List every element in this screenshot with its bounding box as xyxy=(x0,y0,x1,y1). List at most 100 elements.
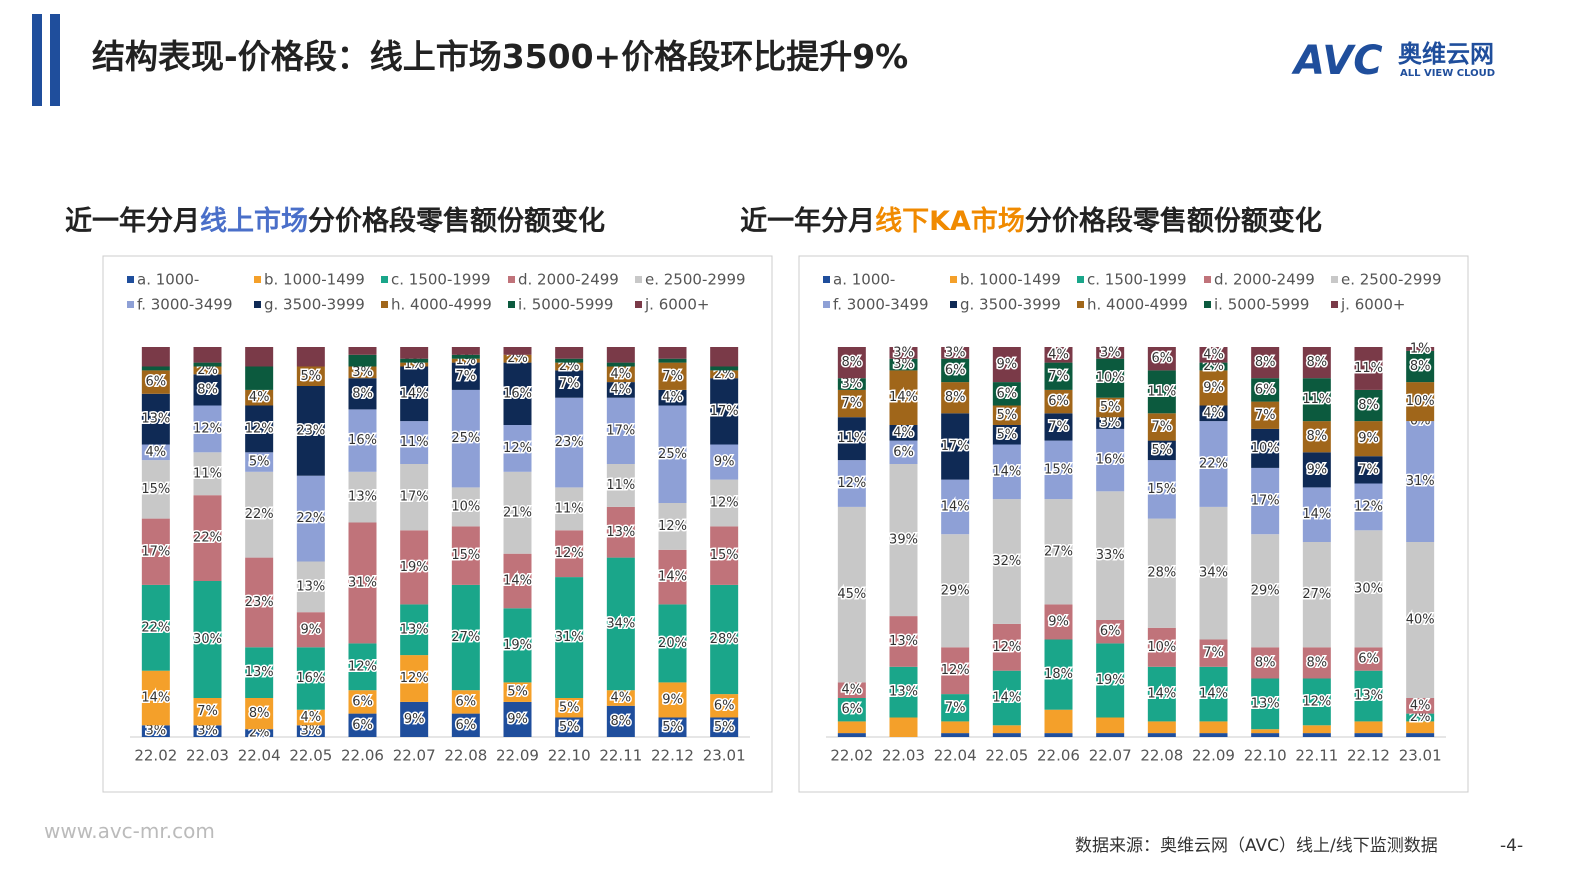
bar-segment xyxy=(1406,713,1435,722)
bar-segment xyxy=(1147,460,1176,519)
data-label: 22% xyxy=(141,620,170,635)
bar-segment xyxy=(606,464,635,507)
bar-segment xyxy=(503,354,532,363)
data-label: 12% xyxy=(245,421,274,436)
data-label: 6% xyxy=(352,694,373,709)
data-label: 14% xyxy=(889,390,918,405)
bar-segment xyxy=(1147,518,1176,628)
bar-segment xyxy=(245,557,274,648)
data-label: 3% xyxy=(893,345,914,360)
bar-segment xyxy=(941,347,970,359)
data-label: 8% xyxy=(249,706,270,721)
bar-segment xyxy=(889,666,918,718)
data-label: 31% xyxy=(555,630,584,645)
data-label: 11% xyxy=(1147,384,1176,399)
data-label: 4% xyxy=(611,367,632,382)
legend-label: b. 1000-1499 xyxy=(264,271,365,289)
bar-segment xyxy=(348,522,377,644)
bar-segment xyxy=(141,366,170,371)
legend-swatch xyxy=(1077,276,1084,283)
bar-segment xyxy=(503,362,532,425)
bar-segment xyxy=(941,647,970,695)
bar-segment xyxy=(193,698,222,726)
bar-segment xyxy=(503,701,532,737)
bar-segment xyxy=(348,378,377,410)
data-label: 11% xyxy=(193,466,222,481)
x-tick-label: 22.12 xyxy=(651,747,694,765)
bar-segment xyxy=(941,479,970,535)
bar-segment xyxy=(1147,666,1176,722)
data-label: 11% xyxy=(1302,392,1331,407)
bar-segment xyxy=(193,374,222,406)
bar-segment xyxy=(141,370,170,394)
bar-segment xyxy=(837,506,866,683)
data-label: 14% xyxy=(1199,687,1228,702)
bar-segment xyxy=(1147,627,1176,667)
bar-segment xyxy=(837,389,866,418)
bar-segment xyxy=(503,553,532,609)
data-label: 9% xyxy=(507,712,528,727)
data-label: 6% xyxy=(893,445,914,460)
bar-segment xyxy=(889,370,918,425)
bar-segment xyxy=(1044,347,1073,363)
bar-segment xyxy=(1199,666,1228,722)
bar-segment xyxy=(245,471,274,558)
bar-segment xyxy=(503,425,532,472)
bar-segment xyxy=(992,425,1021,445)
bar-segment xyxy=(1354,456,1383,484)
legend-label: a. 1000- xyxy=(833,271,895,289)
bar-segment xyxy=(837,682,866,698)
bar-segment xyxy=(451,690,480,714)
bar-segment xyxy=(941,382,970,414)
data-label: 10% xyxy=(1406,394,1435,409)
data-label: 19% xyxy=(1096,673,1125,688)
bar-segment xyxy=(1096,428,1125,492)
data-label: 13% xyxy=(296,579,325,594)
bar-segment xyxy=(1044,499,1073,605)
data-label: 8% xyxy=(1307,429,1328,444)
data-label: 21% xyxy=(503,505,532,520)
bar-segment xyxy=(1199,362,1228,371)
bar-segment xyxy=(245,698,274,730)
data-label: 23% xyxy=(245,595,274,610)
data-label: 14% xyxy=(503,574,532,589)
data-label: 5% xyxy=(559,720,580,735)
data-label: 11% xyxy=(606,478,635,493)
bar-segment xyxy=(245,389,274,406)
bar-segment xyxy=(1251,534,1280,648)
data-label: 14% xyxy=(1302,507,1331,522)
bar-segment xyxy=(1302,647,1331,679)
bar-segment xyxy=(555,530,584,578)
bar-segment xyxy=(555,717,584,737)
bar-segment xyxy=(296,709,325,726)
data-label: 11% xyxy=(400,435,429,450)
data-label: 11% xyxy=(1354,361,1383,376)
legend-label: f. 3000-3499 xyxy=(137,296,233,314)
chart-frame xyxy=(102,255,773,793)
data-label: 12% xyxy=(1354,499,1383,514)
bar-segment xyxy=(1251,428,1280,468)
bar-segment xyxy=(193,581,222,698)
bar-segment xyxy=(710,378,739,445)
bar-segment xyxy=(941,534,970,648)
bar-segment xyxy=(658,604,687,683)
data-label: 28% xyxy=(1147,566,1176,581)
data-label: 14% xyxy=(992,464,1021,479)
bar-segment xyxy=(1251,647,1280,679)
bar-segment xyxy=(348,409,377,472)
bar-segment xyxy=(245,405,274,453)
bar-segment xyxy=(400,701,429,737)
data-label: 3% xyxy=(197,724,218,739)
bar-segment xyxy=(245,347,274,367)
x-tick-label: 22.10 xyxy=(548,747,591,765)
slide-title: 结构表现-价格段：线上市场3500+价格段环比提升9% xyxy=(92,37,908,76)
bar-segment xyxy=(1147,413,1176,441)
bar-segment xyxy=(400,464,429,531)
bar-segment xyxy=(1044,639,1073,710)
legend-swatch xyxy=(127,301,134,308)
data-label: 3% xyxy=(352,365,373,380)
bar-segment xyxy=(837,417,866,461)
data-label: 4% xyxy=(1410,698,1431,713)
data-label: 9% xyxy=(301,622,322,637)
